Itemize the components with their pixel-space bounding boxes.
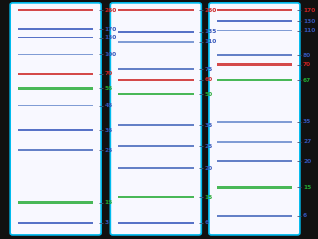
Text: 35: 35 [303, 120, 311, 124]
Bar [18, 149, 93, 151]
Text: 70: 70 [303, 62, 311, 67]
Bar [18, 201, 93, 204]
Text: 6: 6 [303, 213, 307, 218]
FancyBboxPatch shape [110, 3, 201, 235]
Text: 6: 6 [204, 220, 209, 225]
Bar [18, 129, 93, 131]
Text: 27: 27 [303, 140, 311, 144]
Text: 15: 15 [204, 195, 213, 200]
Text: 70: 70 [104, 71, 113, 76]
Text: 3: 3 [104, 220, 108, 225]
Bar [18, 222, 93, 224]
Bar [118, 41, 194, 43]
Text: 67: 67 [303, 78, 311, 82]
Text: 100: 100 [104, 52, 116, 57]
Text: 25: 25 [104, 148, 113, 152]
Bar [217, 186, 292, 189]
Bar [118, 79, 194, 81]
Bar [118, 167, 194, 169]
Text: 35: 35 [204, 123, 213, 128]
Bar [118, 68, 194, 70]
Bar [217, 141, 292, 143]
Text: 170: 170 [303, 8, 315, 12]
Bar [118, 145, 194, 147]
Text: 135: 135 [204, 29, 217, 34]
Bar [18, 9, 93, 11]
Bar [217, 121, 292, 123]
Bar [217, 30, 292, 32]
Text: 260: 260 [104, 8, 117, 12]
Text: 75: 75 [204, 67, 213, 72]
Bar [118, 93, 194, 95]
Bar [18, 54, 93, 55]
Text: 45: 45 [104, 103, 113, 108]
Bar [18, 37, 93, 38]
Bar [18, 105, 93, 107]
Text: 170: 170 [104, 27, 117, 32]
Text: 25: 25 [204, 144, 213, 149]
Bar [217, 54, 292, 56]
Bar [118, 31, 194, 33]
Text: 260: 260 [204, 8, 217, 12]
Text: 35: 35 [104, 128, 113, 132]
Bar [18, 28, 93, 30]
Bar [217, 9, 292, 11]
Bar [118, 9, 194, 11]
Bar [118, 124, 194, 126]
FancyBboxPatch shape [209, 3, 300, 235]
Text: 80: 80 [303, 53, 311, 58]
Bar [217, 79, 292, 81]
Text: 20: 20 [303, 159, 311, 163]
Text: 15: 15 [104, 200, 113, 205]
Bar [217, 63, 292, 65]
Text: 110: 110 [204, 39, 217, 44]
Bar [217, 160, 292, 162]
Text: 130: 130 [303, 19, 315, 23]
Text: 55: 55 [104, 86, 113, 91]
Bar [118, 196, 194, 198]
Text: 60: 60 [204, 77, 213, 82]
Bar [18, 87, 93, 90]
Bar [217, 20, 292, 22]
Bar [217, 215, 292, 217]
Text: 50: 50 [204, 92, 213, 97]
Text: 20: 20 [204, 166, 213, 171]
Text: 110: 110 [303, 28, 315, 33]
Bar [18, 73, 93, 75]
Text: 15: 15 [303, 185, 311, 190]
FancyBboxPatch shape [10, 3, 101, 235]
Text: 130: 130 [104, 35, 117, 40]
Bar [118, 222, 194, 224]
